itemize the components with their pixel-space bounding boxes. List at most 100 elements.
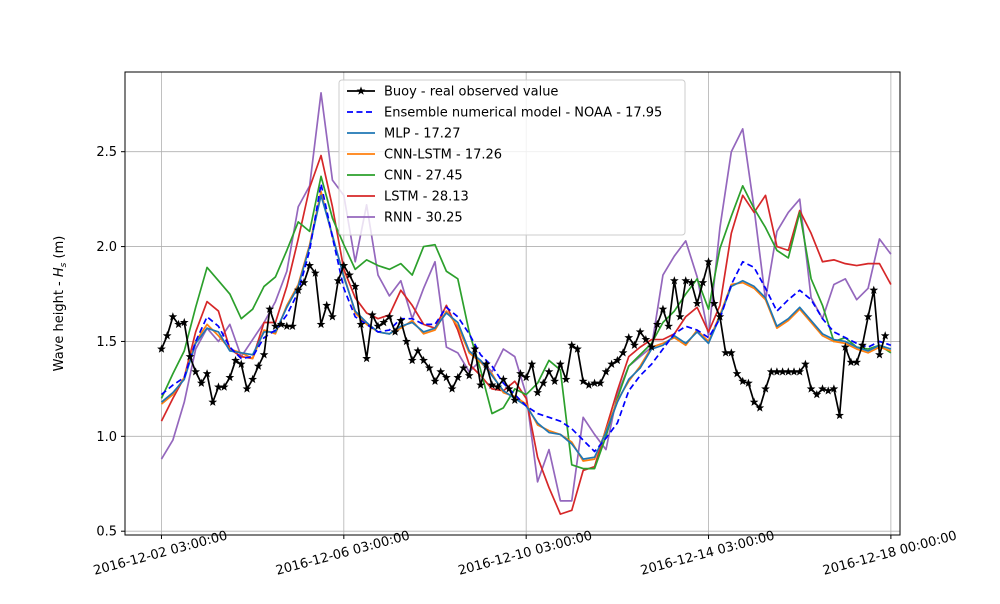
- data-point: [271, 321, 280, 330]
- data-point: [470, 344, 480, 353]
- data-point: [880, 331, 890, 340]
- x-tick-label: 2016-12-10 03:00:00: [457, 529, 594, 579]
- data-point: [276, 319, 286, 329]
- data-point: [521, 372, 531, 382]
- data-point: [555, 359, 565, 368]
- y-tick-label: 1.0: [96, 430, 117, 445]
- data-point: [253, 361, 263, 370]
- series-ensemble-numerical-model: [160, 183, 892, 453]
- data-point: [367, 310, 377, 319]
- data-point: [442, 372, 451, 382]
- data-point: [692, 298, 702, 308]
- data-point: [783, 367, 793, 376]
- data-point: [618, 348, 628, 357]
- series-buoy: [157, 257, 890, 420]
- legend-marker: [356, 86, 366, 95]
- data-point: [635, 327, 645, 336]
- data-point: [362, 353, 371, 363]
- legend-item: LSTM - 28.13: [347, 190, 469, 205]
- data-point: [715, 312, 725, 321]
- data-point: [464, 371, 474, 380]
- data-point: [436, 367, 446, 376]
- data-point: [328, 312, 337, 321]
- data-point: [840, 342, 850, 351]
- legend-item: Buoy - real observed value: [347, 85, 558, 100]
- data-point: [219, 382, 229, 391]
- data-point: [630, 340, 639, 349]
- data-point: [567, 340, 577, 349]
- data-point: [863, 312, 873, 321]
- data-point: [789, 367, 799, 376]
- data-point: [578, 376, 588, 386]
- data-point: [322, 300, 332, 310]
- data-point: [721, 348, 730, 357]
- data-point: [766, 367, 776, 376]
- data-point: [447, 384, 457, 393]
- data-point: [407, 355, 417, 365]
- data-point: [835, 410, 844, 420]
- data-point: [607, 359, 617, 368]
- data-point: [818, 384, 827, 393]
- data-point: [641, 334, 651, 344]
- data-point: [214, 382, 223, 391]
- data-point: [299, 278, 309, 287]
- data-point: [476, 380, 485, 389]
- data-point: [801, 359, 810, 368]
- data-point: [379, 317, 389, 327]
- data-point: [658, 304, 668, 313]
- data-point: [402, 336, 411, 346]
- data-point: [493, 382, 503, 391]
- data-point: [293, 285, 303, 294]
- data-point: [647, 342, 656, 351]
- data-point: [350, 281, 360, 291]
- data-point: [310, 268, 320, 277]
- data-point: [231, 355, 240, 365]
- data-point: [242, 384, 252, 393]
- data-point: [795, 367, 805, 376]
- plot-frame: [124, 71, 901, 536]
- data-point: [669, 276, 679, 285]
- data-point: [584, 380, 594, 389]
- legend-item: MLP - 17.27: [347, 127, 460, 142]
- x-tick-label: 2016-12-14 03:00:00: [639, 529, 776, 579]
- data-point: [875, 350, 884, 359]
- y-axis-label-subscript: s: [59, 262, 69, 267]
- data-point: [208, 397, 218, 406]
- data-point: [550, 376, 560, 386]
- y-tick-label: 1.5: [96, 335, 117, 350]
- data-point: [601, 367, 611, 376]
- data-point: [419, 355, 428, 365]
- data-point: [612, 355, 622, 365]
- legend-label: CNN-LSTM - 17.26: [384, 148, 502, 163]
- y-tick-label: 2.0: [96, 240, 117, 255]
- data-point: [288, 321, 297, 330]
- data-point: [459, 363, 468, 372]
- data-point: [196, 378, 206, 387]
- data-point: [316, 319, 326, 329]
- data-point: [709, 298, 719, 308]
- series-line-cnn: [160, 175, 892, 470]
- data-point: [259, 350, 269, 359]
- data-point: [738, 376, 748, 386]
- y-axis-label-symbol: H: [52, 267, 67, 277]
- data-point: [487, 380, 497, 389]
- data-point: [573, 344, 582, 353]
- data-point: [538, 378, 548, 387]
- data-point: [561, 374, 571, 384]
- data-point: [385, 312, 394, 321]
- data-point: [590, 378, 599, 387]
- legend-label: CNN - 27.45: [384, 169, 463, 184]
- x-tick-label: 2016-12-06 03:00:00: [274, 529, 411, 579]
- legend-item: Ensemble numerical model - NOAA - 17.95: [347, 106, 662, 121]
- data-point: [504, 384, 514, 393]
- data-point: [453, 372, 463, 382]
- data-point: [806, 384, 816, 393]
- legend: Buoy - real observed value Ensemble numer…: [338, 79, 686, 236]
- legend-item: CNN-LSTM - 17.26: [347, 148, 502, 163]
- legend-label: MLP - 17.27: [384, 127, 460, 142]
- data-point: [373, 321, 383, 330]
- data-point: [749, 397, 759, 406]
- data-point: [778, 367, 787, 376]
